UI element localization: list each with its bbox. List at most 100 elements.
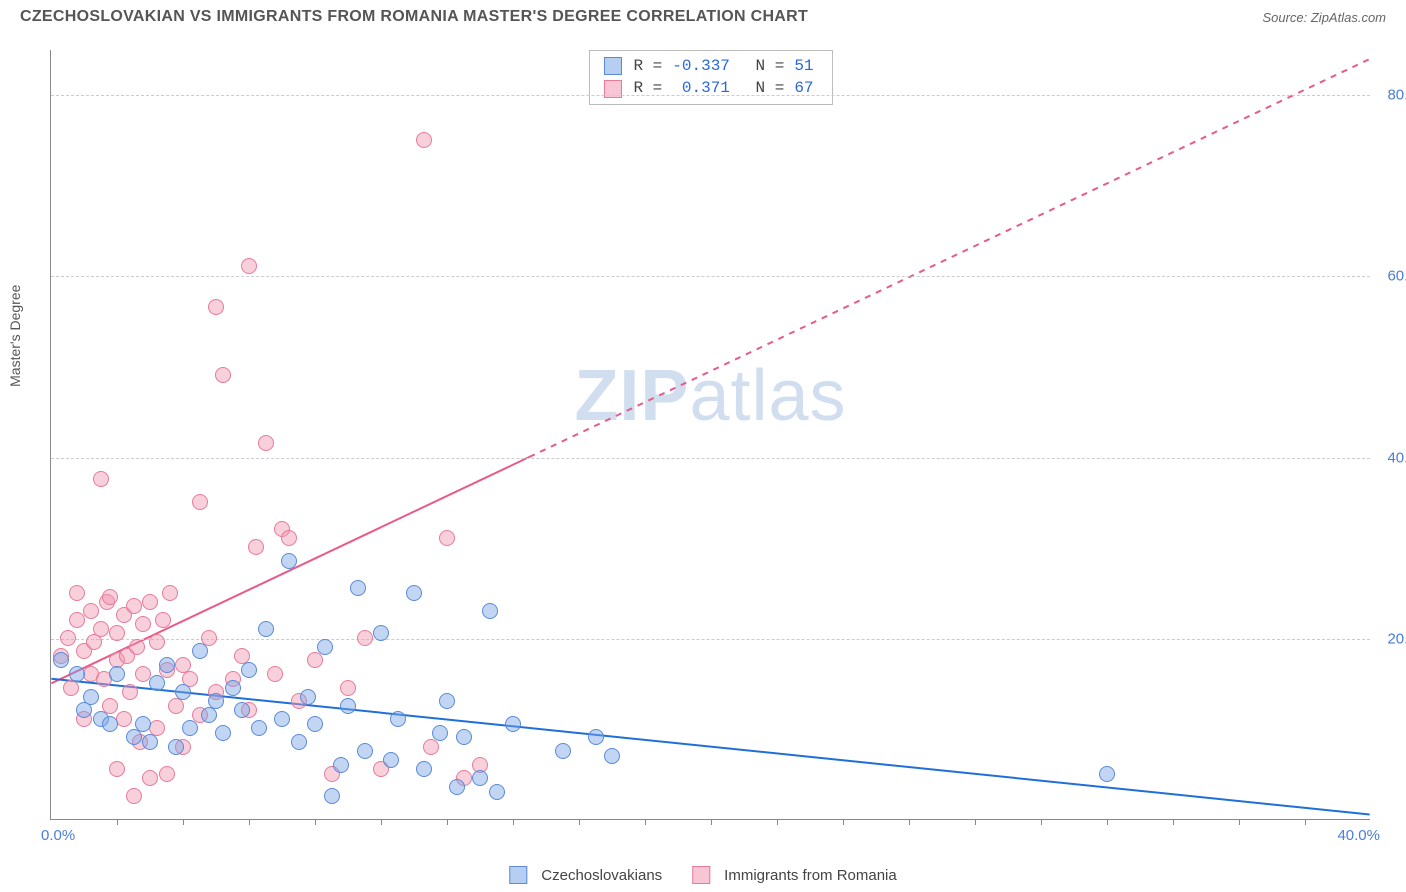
y-tick-label: 80.0% bbox=[1387, 87, 1406, 104]
correlation-legend: R = -0.337 N = 51 R = 0.371 N = 67 bbox=[588, 50, 832, 105]
data-point bbox=[83, 603, 99, 619]
data-point bbox=[129, 639, 145, 655]
data-point bbox=[126, 788, 142, 804]
swatch-pink-icon bbox=[692, 866, 710, 884]
x-tick bbox=[645, 819, 646, 825]
data-point bbox=[208, 299, 224, 315]
gridline bbox=[51, 276, 1370, 277]
y-tick-label: 40.0% bbox=[1387, 449, 1406, 466]
y-tick-label: 20.0% bbox=[1387, 630, 1406, 647]
data-point bbox=[416, 761, 432, 777]
x-tick bbox=[843, 819, 844, 825]
data-point bbox=[241, 258, 257, 274]
data-point bbox=[162, 585, 178, 601]
data-point bbox=[258, 621, 274, 637]
data-point bbox=[248, 539, 264, 555]
data-point bbox=[93, 471, 109, 487]
data-point bbox=[449, 779, 465, 795]
data-point bbox=[274, 711, 290, 727]
data-point bbox=[291, 734, 307, 750]
data-point bbox=[456, 729, 472, 745]
x-tick bbox=[117, 819, 118, 825]
data-point bbox=[142, 770, 158, 786]
data-point bbox=[333, 757, 349, 773]
legend-blue-n: 51 bbox=[790, 55, 817, 77]
data-point bbox=[307, 652, 323, 668]
x-tick bbox=[579, 819, 580, 825]
data-point bbox=[423, 739, 439, 755]
x-end-label: 40.0% bbox=[1337, 827, 1380, 844]
data-point bbox=[149, 675, 165, 691]
data-point bbox=[604, 748, 620, 764]
chart-plot-area: ZIPatlas R = -0.337 N = 51 R = 0.371 N =… bbox=[50, 50, 1370, 820]
data-point bbox=[60, 630, 76, 646]
x-tick bbox=[777, 819, 778, 825]
legend-blue-r: -0.337 bbox=[668, 55, 734, 77]
y-tick-label: 60.0% bbox=[1387, 268, 1406, 285]
swatch-blue-icon bbox=[509, 866, 527, 884]
data-point bbox=[439, 693, 455, 709]
x-tick bbox=[183, 819, 184, 825]
source-attribution: Source: ZipAtlas.com bbox=[1262, 10, 1386, 25]
data-point bbox=[142, 734, 158, 750]
data-point bbox=[168, 739, 184, 755]
data-point bbox=[53, 652, 69, 668]
data-point bbox=[307, 716, 323, 732]
data-point bbox=[109, 625, 125, 641]
gridline bbox=[51, 639, 1370, 640]
data-point bbox=[317, 639, 333, 655]
data-point bbox=[416, 132, 432, 148]
data-point bbox=[175, 684, 191, 700]
data-point bbox=[135, 716, 151, 732]
data-point bbox=[1099, 766, 1115, 782]
data-point bbox=[357, 630, 373, 646]
data-point bbox=[555, 743, 571, 759]
swatch-blue bbox=[603, 57, 621, 75]
series-legend: Czechoslovakians Immigrants from Romania bbox=[509, 866, 896, 884]
data-point bbox=[208, 693, 224, 709]
x-tick bbox=[1041, 819, 1042, 825]
data-point bbox=[439, 530, 455, 546]
x-tick bbox=[315, 819, 316, 825]
data-point bbox=[69, 666, 85, 682]
data-point bbox=[482, 603, 498, 619]
data-point bbox=[215, 725, 231, 741]
data-point bbox=[258, 435, 274, 451]
legend-row-pink: R = 0.371 N = 67 bbox=[603, 77, 817, 99]
data-point bbox=[225, 680, 241, 696]
data-point bbox=[406, 585, 422, 601]
legend-item-pink: Immigrants from Romania bbox=[692, 866, 897, 884]
data-point bbox=[234, 702, 250, 718]
x-tick bbox=[1107, 819, 1108, 825]
legend-pink-n: 67 bbox=[790, 77, 817, 99]
x-tick bbox=[909, 819, 910, 825]
data-point bbox=[350, 580, 366, 596]
data-point bbox=[505, 716, 521, 732]
x-tick bbox=[381, 819, 382, 825]
x-tick bbox=[249, 819, 250, 825]
data-point bbox=[102, 716, 118, 732]
data-point bbox=[192, 643, 208, 659]
chart-title: CZECHOSLOVAKIAN VS IMMIGRANTS FROM ROMAN… bbox=[20, 8, 808, 26]
legend-row-blue: R = -0.337 N = 51 bbox=[603, 55, 817, 77]
data-point bbox=[126, 598, 142, 614]
data-point bbox=[126, 729, 142, 745]
data-point bbox=[109, 666, 125, 682]
data-point bbox=[357, 743, 373, 759]
data-point bbox=[432, 725, 448, 741]
data-point bbox=[201, 630, 217, 646]
data-point bbox=[83, 689, 99, 705]
data-point bbox=[340, 698, 356, 714]
data-point bbox=[93, 621, 109, 637]
data-point bbox=[192, 494, 208, 510]
data-point bbox=[182, 720, 198, 736]
y-axis-label: Master's Degree bbox=[7, 285, 23, 387]
data-point bbox=[142, 594, 158, 610]
data-point bbox=[324, 788, 340, 804]
legend-item-blue: Czechoslovakians bbox=[509, 866, 662, 884]
data-point bbox=[267, 666, 283, 682]
data-point bbox=[215, 367, 231, 383]
x-tick bbox=[447, 819, 448, 825]
data-point bbox=[373, 625, 389, 641]
data-point bbox=[122, 684, 138, 700]
